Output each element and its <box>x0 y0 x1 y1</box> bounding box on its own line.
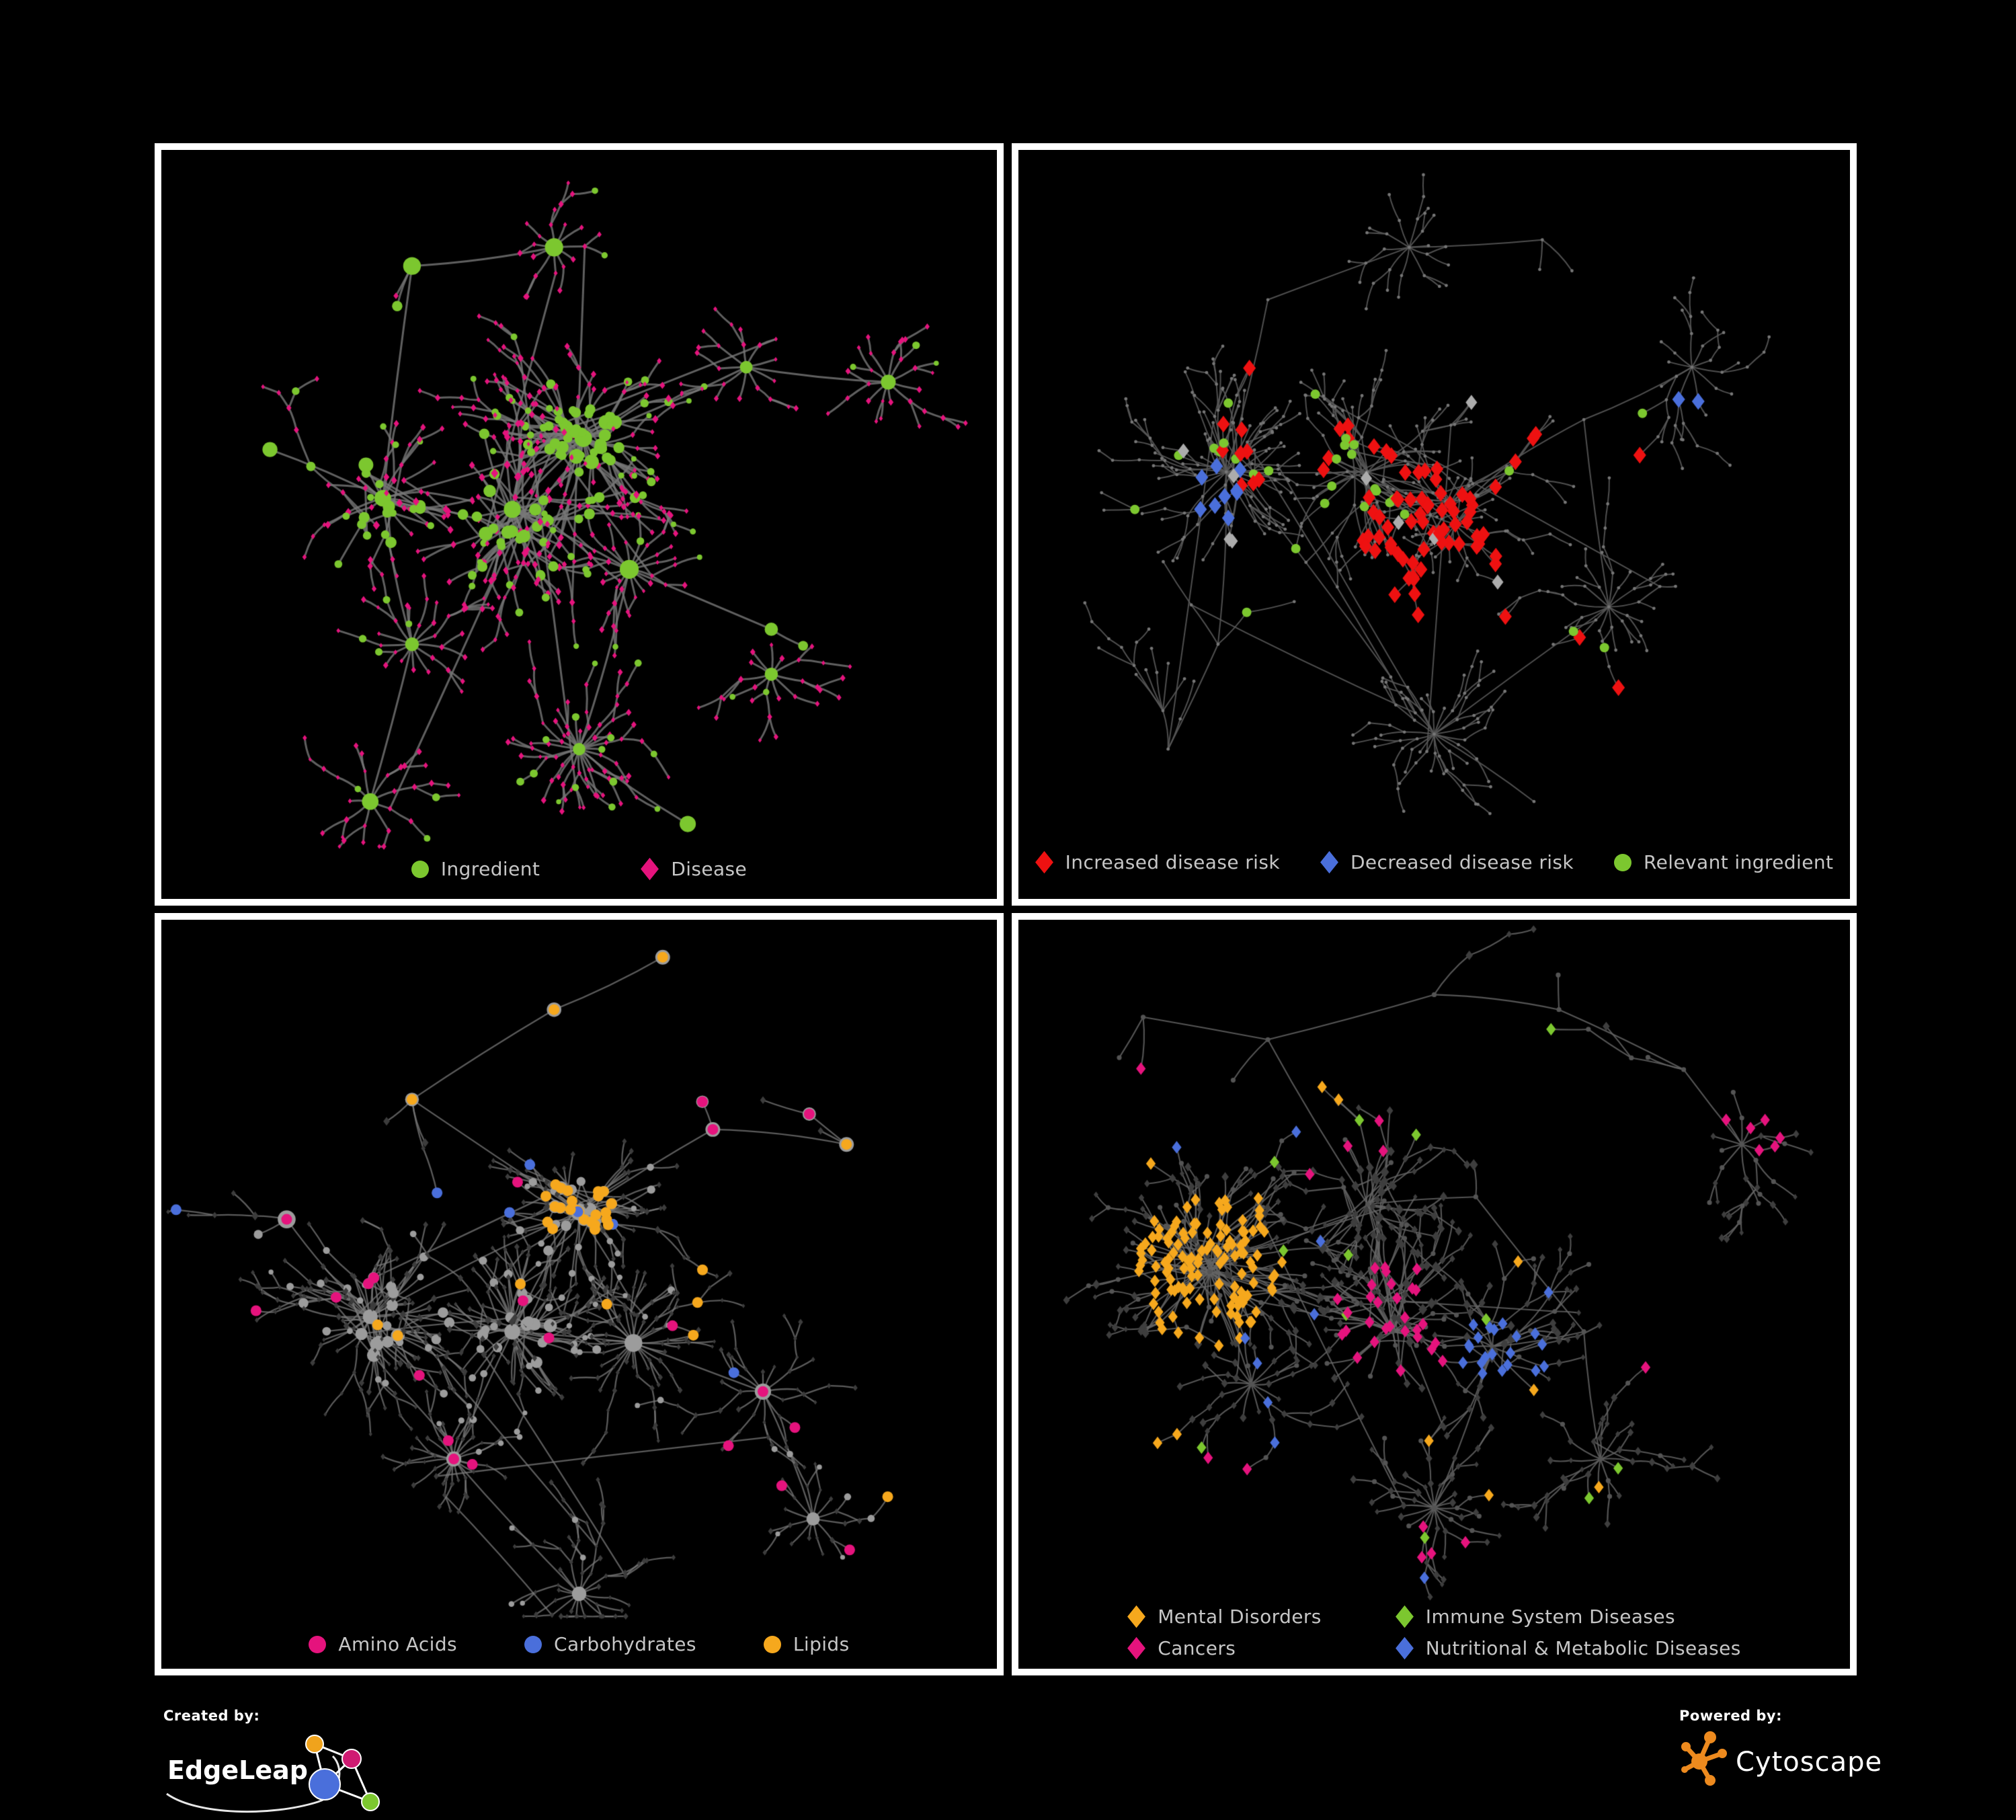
cytoscape-network-nodes-icon <box>1681 1731 1727 1786</box>
relevant-ingredient-marker-icon <box>1614 853 1632 871</box>
created-by-block: Created by: EdgeLeap <box>163 1708 399 1820</box>
legend-label-cancers: Cancers <box>1158 1637 1236 1659</box>
network-canvas-ingredient-disease <box>161 150 997 899</box>
legend-ingredient-classes: Amino Acids Carbohydrates Lipids <box>161 1633 997 1655</box>
powered-by-label: Powered by: <box>1679 1708 1783 1724</box>
carbohydrates-marker-icon <box>524 1635 542 1653</box>
legend-item-ingredient: Ingredient <box>411 858 540 880</box>
legend-item-decreased-risk: Decreased disease risk <box>1320 850 1574 874</box>
lipids-marker-icon <box>763 1635 781 1653</box>
legend-label-ingredient: Ingredient <box>440 858 540 880</box>
created-by-label: Created by: <box>163 1708 260 1724</box>
cancers-marker-icon <box>1127 1636 1146 1660</box>
cytoscape-wordmark: Cytoscape <box>1736 1747 1881 1778</box>
edgeleap-wordmark: EdgeLeap <box>167 1755 308 1785</box>
panel-ingredient-disease: Ingredient Disease <box>155 143 1004 906</box>
edgeleap-node-orange-icon <box>305 1735 324 1753</box>
legend-label-decreased-risk: Decreased disease risk <box>1350 851 1574 873</box>
amino-acids-marker-icon <box>309 1635 327 1653</box>
legend-label-increased-risk: Increased disease risk <box>1065 851 1280 873</box>
legend-label-immune-system: Immune System Diseases <box>1425 1606 1676 1628</box>
edgeleap-node-blue-icon <box>309 1768 341 1801</box>
legend-label-carbohydrates: Carbohydrates <box>554 1633 696 1655</box>
legend-item-increased-risk: Increased disease risk <box>1035 850 1280 874</box>
legend-label-lipids: Lipids <box>793 1633 850 1655</box>
network-canvas-disease-risk <box>1018 150 1850 899</box>
panel-disease-categories: Mental Disorders Immune System Diseases … <box>1012 913 1857 1675</box>
legend-label-disease: Disease <box>671 858 748 880</box>
legend-disease-categories: Mental Disorders Immune System Diseases … <box>1018 1605 1850 1660</box>
legend-item-lipids: Lipids <box>763 1633 850 1655</box>
immune-system-marker-icon <box>1395 1605 1414 1628</box>
edgeleap-node-magenta-icon <box>341 1749 362 1769</box>
powered-by-block: Powered by: Cytoscape <box>1679 1708 1881 1788</box>
legend-label-amino-acids: Amino Acids <box>338 1633 457 1655</box>
legend-item-relevant-ingredient: Relevant ingredient <box>1614 851 1833 873</box>
legend-item-cancers: Cancers <box>1127 1636 1322 1660</box>
legend-ingredient-disease: Ingredient Disease <box>161 857 997 881</box>
legend-item-amino-acids: Amino Acids <box>309 1633 457 1655</box>
legend-label-relevant-ingredient: Relevant ingredient <box>1644 851 1834 873</box>
mental-disorders-marker-icon <box>1127 1605 1146 1628</box>
increased-risk-marker-icon <box>1035 850 1053 874</box>
panel-ingredient-classes: Amino Acids Carbohydrates Lipids <box>155 913 1004 1675</box>
edgeleap-logo: EdgeLeap <box>166 1735 380 1813</box>
cytoscape-logo: Cytoscape <box>1681 1731 1881 1786</box>
decreased-risk-marker-icon <box>1320 850 1338 874</box>
network-canvas-ingredient-classes <box>161 920 997 1669</box>
edgeleap-swoosh-icon <box>166 1755 341 1813</box>
legend-item-carbohydrates: Carbohydrates <box>524 1633 696 1655</box>
legend-label-mental-disorders: Mental Disorders <box>1158 1606 1322 1628</box>
edgeleap-node-green-icon <box>361 1792 380 1811</box>
disease-marker-icon <box>641 857 659 881</box>
ingredient-marker-icon <box>411 860 429 878</box>
network-canvas-disease-categories <box>1018 920 1850 1669</box>
legend-disease-risk: Increased disease risk Decreased disease… <box>1018 850 1850 874</box>
nutritional-metabolic-marker-icon <box>1395 1636 1414 1660</box>
panel-disease-risk: Increased disease risk Decreased disease… <box>1012 143 1857 906</box>
legend-item-nutritional-metabolic: Nutritional & Metabolic Diseases <box>1395 1636 1741 1660</box>
legend-label-nutritional-metabolic: Nutritional & Metabolic Diseases <box>1425 1637 1741 1659</box>
legend-item-immune-system: Immune System Diseases <box>1395 1605 1741 1628</box>
legend-item-disease: Disease <box>641 857 748 881</box>
legend-item-mental-disorders: Mental Disorders <box>1127 1605 1322 1628</box>
